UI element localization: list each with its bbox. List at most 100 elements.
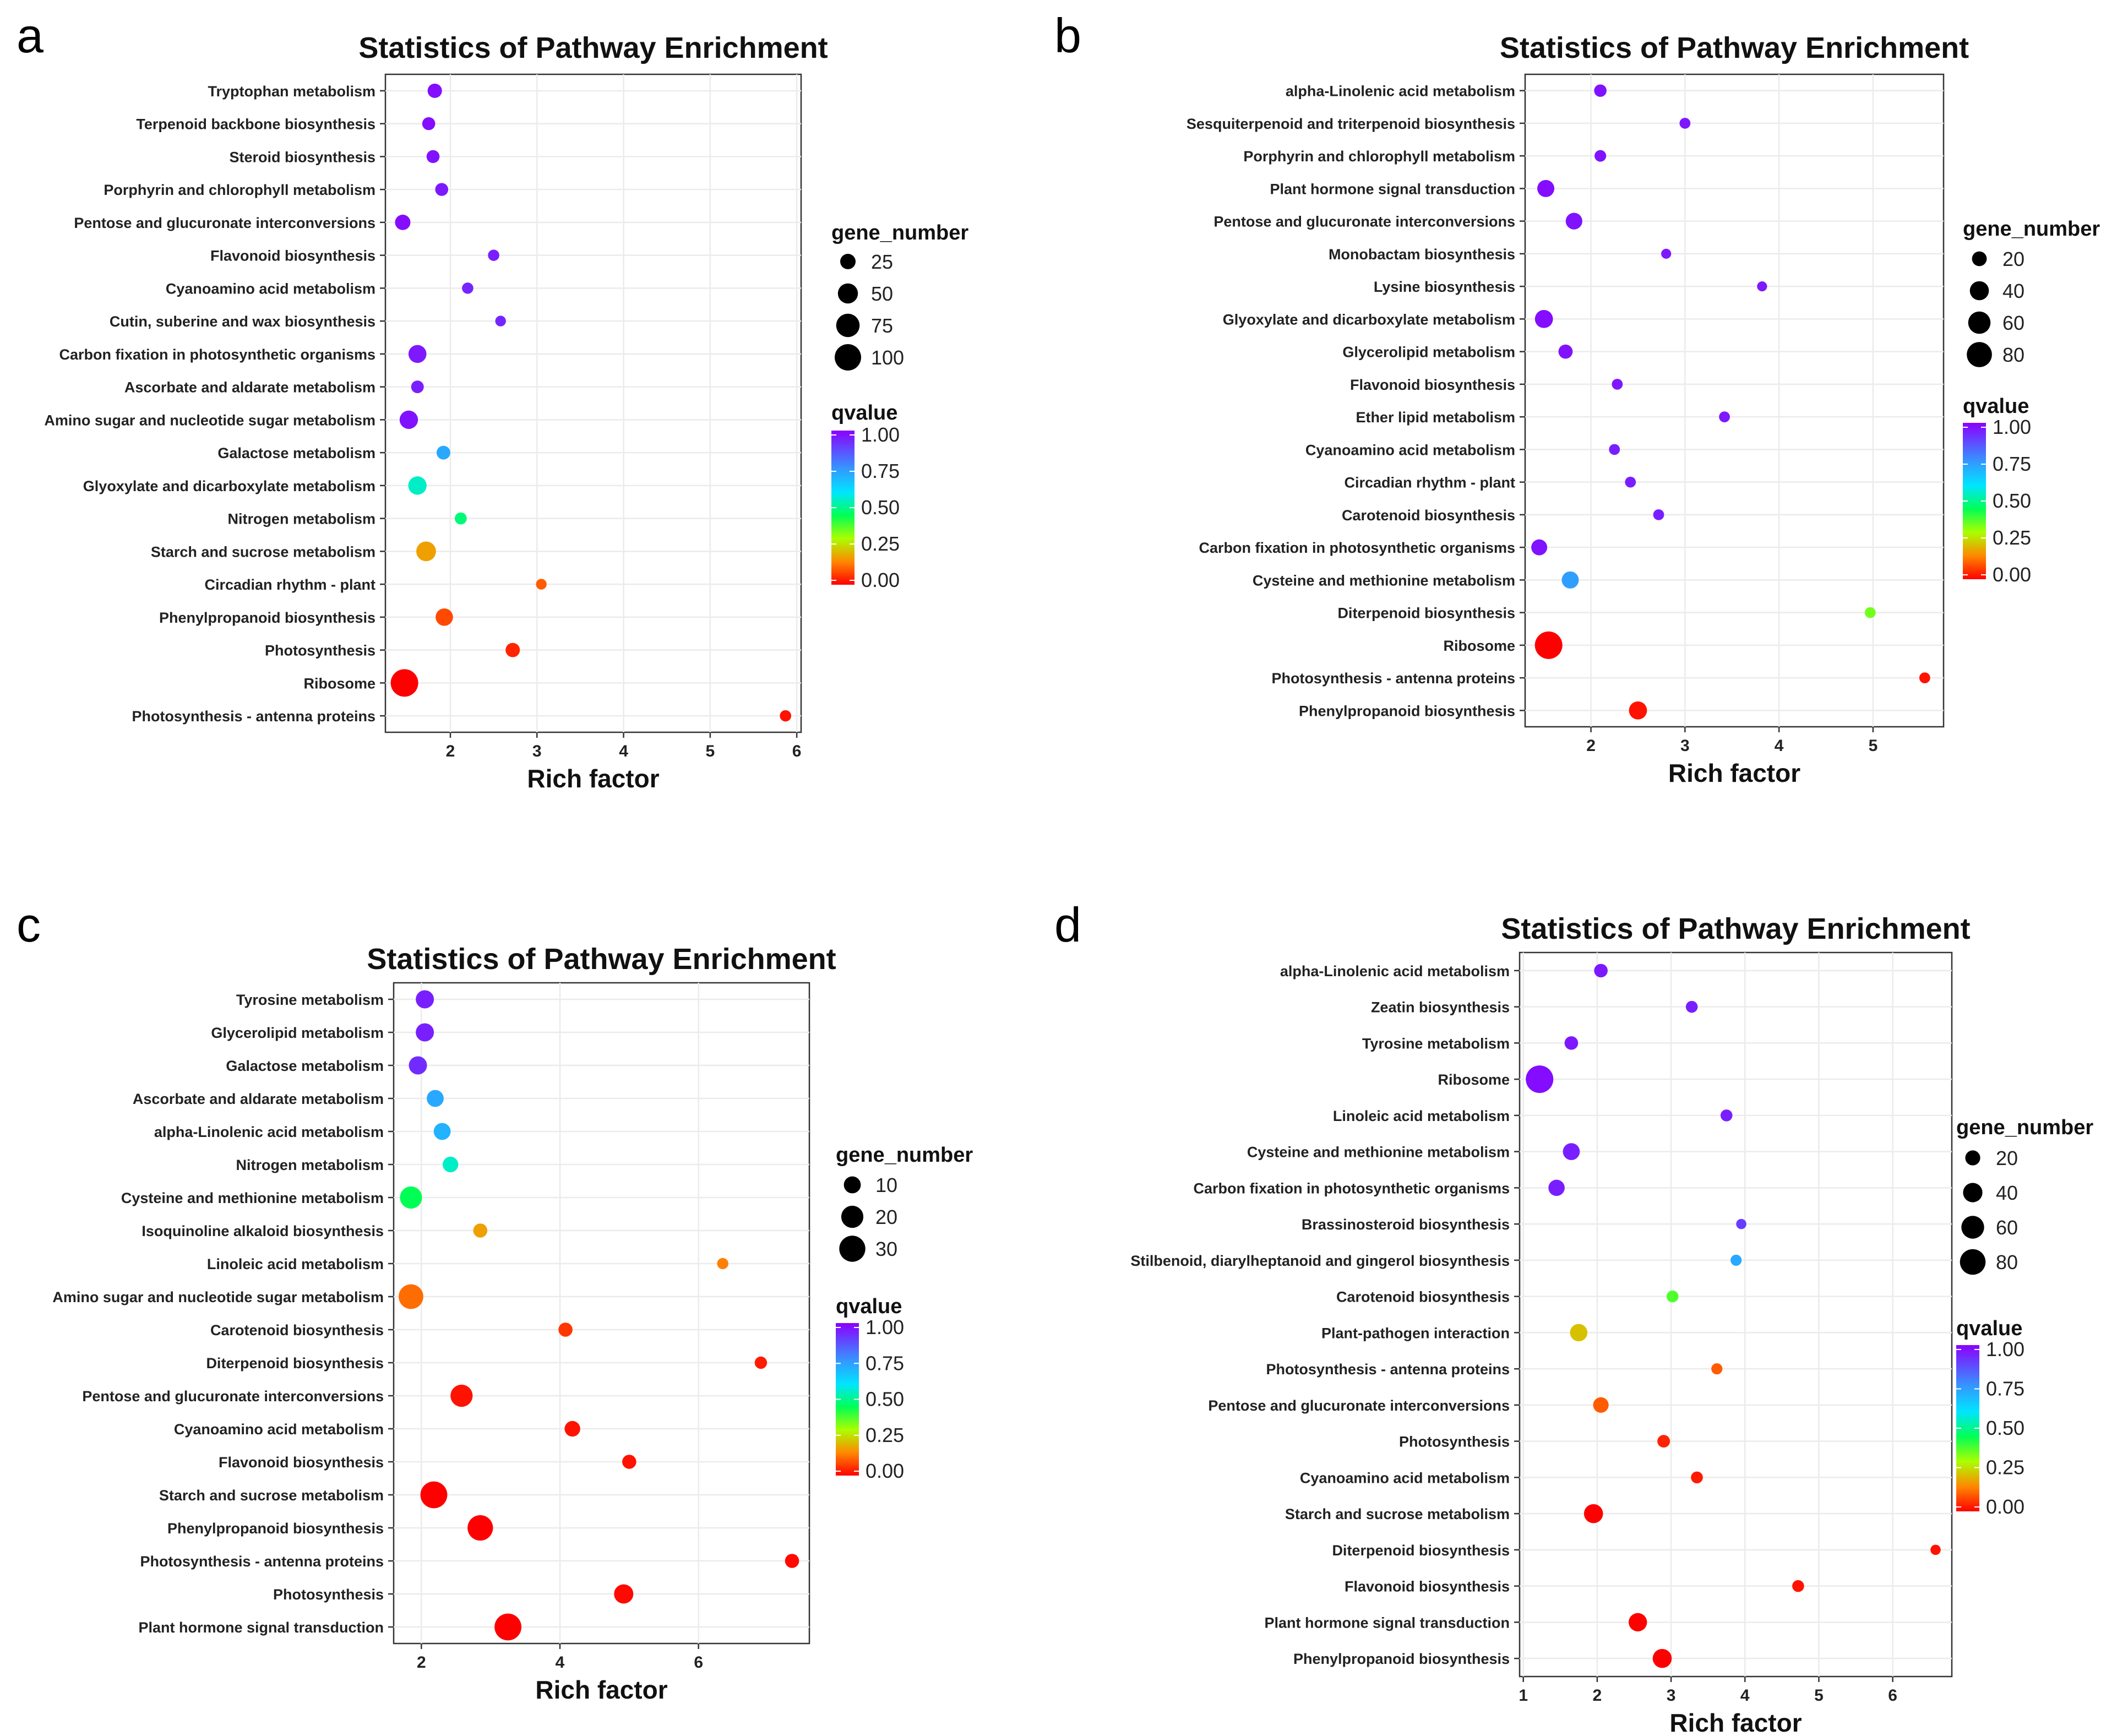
size-legend-key: [1961, 1216, 1984, 1239]
size-legend-key: [843, 1176, 861, 1194]
size-legend-title: gene_number: [1963, 217, 2100, 241]
y-tick-label: Flavonoid biosynthesis: [210, 248, 375, 264]
y-tick-label: Cysteine and methionine metabolism: [1247, 1144, 1510, 1161]
y-tick-label: Ribosome: [303, 675, 375, 692]
size-legend-label: 80: [1996, 1251, 2018, 1274]
data-point: [754, 1356, 768, 1369]
color-legend-label: 0.00: [1993, 563, 2031, 586]
y-tick-label: Glycerolipid metabolism: [1342, 344, 1515, 361]
size-legend-label: 20: [1996, 1147, 2018, 1169]
data-point: [416, 1023, 434, 1042]
data-point: [1570, 1324, 1588, 1342]
color-legend-label: 0.75: [1986, 1378, 2025, 1400]
data-point: [1593, 1397, 1609, 1413]
data-point: [1583, 1504, 1603, 1523]
data-point: [495, 315, 506, 326]
y-tick-label: Tyrosine metabolism: [236, 992, 384, 1008]
data-point: [1736, 1218, 1746, 1229]
data-point: [436, 445, 450, 460]
color-legend-label: 0.25: [861, 532, 900, 555]
y-tick-label: Steroid biosynthesis: [229, 149, 375, 165]
data-point: [1564, 1036, 1579, 1050]
data-point: [1930, 1544, 1941, 1555]
y-tick-label: Photosynthesis: [1399, 1434, 1510, 1450]
color-legend-label: 1.00: [1993, 416, 2031, 438]
chart-panel-d: d Statistics of Pathway Enrichment 1 2 3 4 5 6 R…: [1054, 897, 2093, 1736]
data-point: [450, 1384, 473, 1407]
x-tick-label: 6: [694, 1653, 703, 1672]
y-tick-label: Circadian rhythm - plant: [1344, 475, 1515, 491]
data-point: [462, 282, 474, 294]
y-tick-label: Cysteine and methionine metabolism: [121, 1190, 384, 1206]
size-legend-label: 40: [2002, 280, 2025, 302]
y-tick-label: Carbon fixation in photosynthetic organi…: [1193, 1180, 1510, 1196]
size-legend-key: [837, 283, 858, 304]
x-axis-label: Rich factor: [527, 764, 659, 793]
x-tick-label: 4: [619, 742, 628, 760]
plot-area: [1519, 951, 1953, 1678]
y-tick-label: Photosynthesis: [265, 643, 375, 659]
data-point: [400, 1186, 422, 1209]
color-legend-label: 0.50: [1986, 1417, 2025, 1439]
x-tick-label: 3: [1680, 737, 1690, 755]
color-legend-title: qvalue: [1963, 395, 2029, 418]
data-point: [433, 1123, 451, 1140]
y-tick-label: Photosynthesis - antenna proteins: [1266, 1361, 1510, 1378]
chart-title: Statistics of Pathway Enrichment: [1500, 31, 1969, 64]
data-point: [1594, 964, 1608, 978]
data-point: [420, 1481, 448, 1509]
data-point: [1548, 1179, 1565, 1196]
data-point: [1711, 1363, 1723, 1375]
y-tick-label: Pentose and glucuronate interconversions: [82, 1388, 384, 1405]
size-legend-key: [1960, 1249, 1986, 1275]
y-tick-label: Nitrogen metabolism: [236, 1157, 384, 1173]
y-tick-label: Diterpenoid biosynthesis: [1332, 1542, 1510, 1559]
y-tick-label: Glycerolipid metabolism: [211, 1025, 384, 1041]
y-tick-label: Flavonoid biosynthesis: [219, 1454, 384, 1471]
chart-panel-c: c Statistics of Pathway Enrichment 2 4 6 Rich…: [17, 897, 973, 1704]
y-tick-label: Sesquiterpenoid and triterpenoid biosynt…: [1187, 116, 1515, 132]
y-tick-label: Cyanoamino acid metabolism: [1305, 442, 1515, 458]
chart-title: Statistics of Pathway Enrichment: [358, 31, 828, 64]
x-axis-label: Rich factor: [1668, 759, 1800, 787]
y-tick-label: Diterpenoid biosynthesis: [1337, 605, 1515, 622]
color-legend-title: qvalue: [836, 1295, 902, 1318]
data-point: [1561, 571, 1579, 589]
y-tick-label: Brassinosteroid biosynthesis: [1302, 1216, 1510, 1233]
data-point: [395, 214, 411, 230]
x-tick-label: 5: [1814, 1686, 1824, 1705]
color-legend-title: qvalue: [1956, 1317, 2022, 1340]
y-tick-label: Cutin, suberine and wax biosynthesis: [110, 313, 375, 330]
color-legend-label: 0.25: [1993, 526, 2031, 549]
color-legend-label: 0.50: [1993, 489, 2031, 512]
y-tick-label: Carotenoid biosynthesis: [1336, 1289, 1510, 1305]
size-legend-key: [1963, 1183, 1983, 1202]
y-tick-label: Amino sugar and nucleotide sugar metabol…: [52, 1289, 384, 1305]
data-point: [717, 1258, 728, 1270]
x-tick-label: 3: [1667, 1686, 1676, 1705]
y-tick-label: Ascorbate and aldarate metabolism: [124, 379, 375, 396]
size-legend-title: gene_number: [831, 221, 968, 244]
y-tick-label: Galactose metabolism: [226, 1058, 384, 1074]
x-tick-label: 4: [556, 1653, 565, 1672]
color-legend-label: 0.50: [866, 1388, 904, 1411]
size-legend-key: [836, 313, 860, 338]
data-point: [1652, 1648, 1672, 1668]
data-point: [1919, 672, 1930, 684]
data-point: [494, 1613, 522, 1641]
y-tick-label: Pentose and glucuronate interconversions: [1208, 1397, 1510, 1414]
data-point: [411, 380, 424, 394]
color-legend-label: 0.00: [866, 1460, 904, 1482]
data-point: [1629, 1613, 1647, 1632]
size-legend-title: gene_number: [836, 1144, 973, 1167]
y-tick-label: Carbon fixation in photosynthetic organi…: [59, 346, 375, 363]
y-tick-label: Plant hormone signal transduction: [1264, 1614, 1510, 1631]
data-point: [780, 710, 791, 722]
size-legend-key: [1965, 1150, 1980, 1166]
data-point: [399, 1284, 423, 1309]
data-point: [558, 1323, 573, 1337]
y-tick-label: Starch and sucrose metabolism: [159, 1487, 384, 1504]
data-point: [614, 1584, 634, 1604]
size-legend-key: [839, 1236, 866, 1262]
